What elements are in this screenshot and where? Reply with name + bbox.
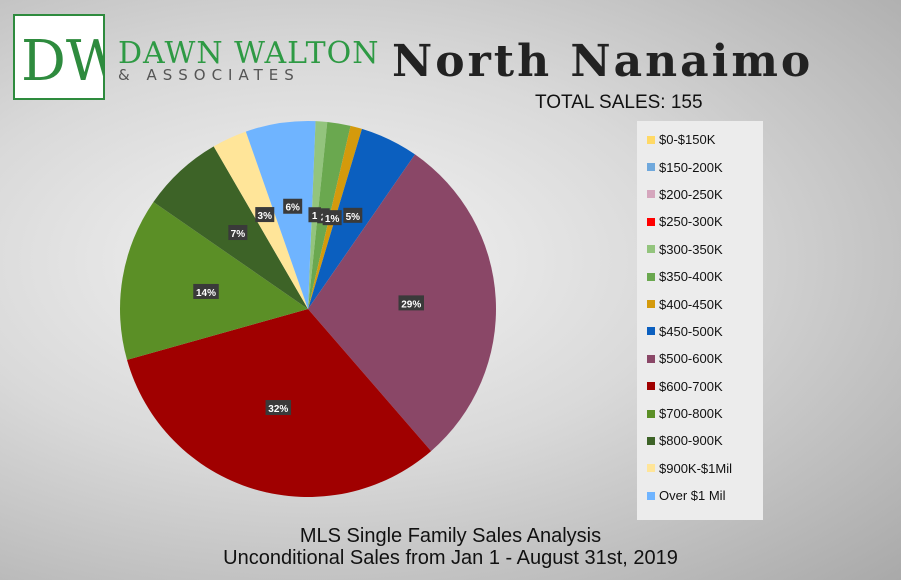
legend-label: $400-450K	[659, 296, 723, 312]
svg-text:7%: 7%	[231, 229, 246, 240]
pie-labels: 121%5%29%32%14%7%3%6%	[193, 198, 424, 416]
legend-label: $500-600K	[659, 351, 723, 367]
pie-label-9: 32%	[265, 400, 292, 416]
svg-text:29%: 29%	[401, 299, 421, 310]
legend-swatch	[647, 354, 655, 363]
legend-swatch	[647, 327, 655, 336]
svg-text:1: 1	[312, 211, 318, 222]
pie-label-10: 14%	[193, 283, 219, 299]
pie-label-12: 3%	[255, 207, 275, 223]
legend-label: $350-400K	[659, 269, 723, 285]
legend-item-13: Over $1 Mil	[647, 482, 763, 509]
legend-swatch	[647, 135, 655, 144]
pie-label-11: 7%	[228, 225, 248, 241]
legend-label: $700-800K	[659, 406, 723, 422]
legend-swatch	[647, 409, 655, 418]
legend-swatch	[647, 491, 655, 500]
pie-label-8: 29%	[398, 295, 424, 311]
legend-label: Over $1 Mil	[659, 488, 726, 504]
legend-swatch	[647, 272, 655, 281]
legend-label: $200-250K	[659, 186, 723, 202]
legend-item-5: $350-400K	[647, 263, 763, 290]
pie-slice-13	[245, 121, 316, 309]
legend-item-11: $800-900K	[647, 427, 763, 454]
pie-slices	[119, 121, 496, 497]
legend-item-2: $200-250K	[647, 181, 763, 208]
legend-item-10: $700-800K	[647, 400, 763, 427]
logo-mark: DW	[21, 29, 103, 94]
legend-item-8: $500-600K	[647, 345, 763, 372]
legend-label: $600-700K	[659, 378, 723, 394]
legend-swatch	[647, 464, 655, 473]
pie-label-6: 1%	[322, 210, 342, 226]
svg-text:5%: 5%	[346, 212, 361, 223]
legend-label: $300-350K	[659, 241, 723, 257]
legend-label: $800-900K	[659, 433, 723, 449]
legend-item-0: $0-$150K	[647, 126, 763, 153]
legend-item-7: $450-500K	[647, 318, 763, 345]
footer-subtitle: Unconditional Sales from Jan 1 - August …	[223, 547, 678, 569]
legend-item-1: $150-200K	[647, 153, 763, 180]
svg-text:32%: 32%	[268, 404, 288, 415]
chart-legend: $0-$150K $150-200K $200-250K $250-300K $300-…	[637, 121, 763, 520]
legend-item-12: $900K-$1Mil	[647, 455, 763, 482]
footer-title: MLS Single Family Sales Analysis	[299, 525, 602, 547]
legend-swatch	[647, 382, 655, 391]
svg-text:3%: 3%	[258, 211, 273, 222]
legend-item-4: $300-350K	[647, 236, 763, 263]
legend-swatch	[647, 245, 655, 254]
legend-item-3: $250-300K	[647, 208, 763, 235]
page-title: North Nanaimo	[392, 36, 814, 87]
svg-text:14%: 14%	[196, 288, 216, 299]
dw-logo-icon: DW	[21, 29, 103, 94]
legend-label: $250-300K	[659, 214, 723, 230]
legend-swatch	[647, 190, 655, 199]
pie-label-7: 5%	[343, 207, 363, 223]
legend-swatch	[647, 300, 655, 309]
svg-text:6%: 6%	[285, 203, 300, 214]
legend-item-9: $600-700K	[647, 373, 763, 400]
legend-swatch	[647, 217, 655, 226]
logo-box: DW	[13, 14, 105, 100]
legend-label: $450-500K	[659, 323, 723, 339]
pie-label-13: 6%	[283, 198, 303, 214]
legend-swatch	[647, 436, 655, 445]
legend-label: $900K-$1Mil	[659, 460, 732, 476]
legend-swatch	[647, 163, 655, 172]
total-sales: TOTAL SALES: 155	[535, 92, 703, 113]
pie-slice-10	[119, 201, 308, 360]
legend-item-6: $400-450K	[647, 290, 763, 317]
legend-label: $150-200K	[659, 159, 723, 175]
legend-label: $0-$150K	[659, 132, 716, 148]
brand-subtitle: & ASSOCIATES	[118, 66, 300, 84]
brand-name: DAWN WALTON	[118, 36, 380, 71]
svg-text:1%: 1%	[325, 214, 340, 225]
